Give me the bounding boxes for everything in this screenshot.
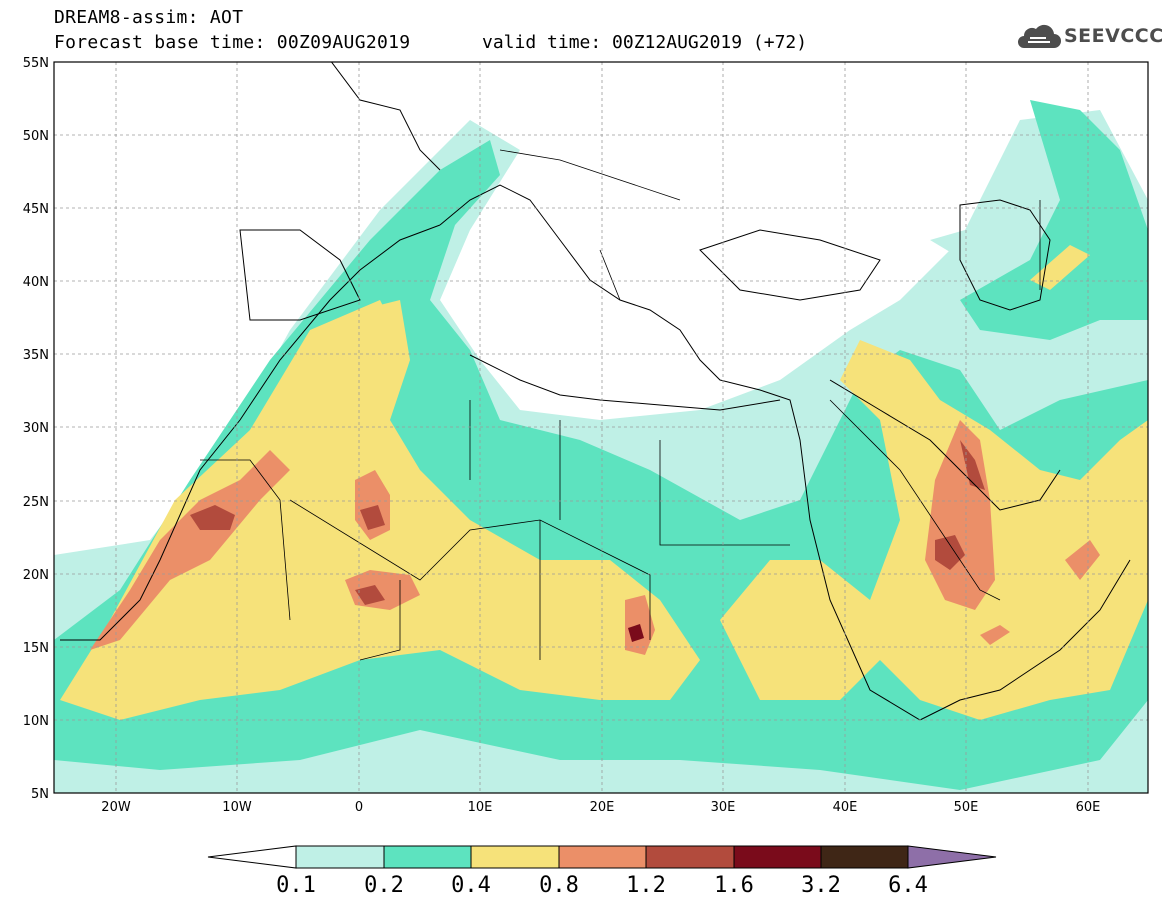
aot-band-0.8-yemen (980, 625, 1010, 645)
coastlines (60, 62, 1131, 721)
logo-text: SEEVCCC (1064, 25, 1164, 47)
colorbar-label: 1.6 (714, 873, 754, 898)
colorbar-label: 3.2 (801, 873, 841, 898)
colorbar-swatch (645, 845, 735, 869)
cloud-icon (1018, 24, 1061, 48)
aot-band-1.2-d (935, 535, 965, 570)
lat-ticks: 55N 50N 45N 40N 35N 30N 25N 20N 15N 10N … (23, 56, 49, 802)
lat-tick-label: 10N (23, 714, 49, 729)
colorbar-label: 0.8 (539, 873, 579, 898)
colorbar-swatch (558, 845, 647, 869)
aot-band-0.4-north (250, 300, 400, 430)
lat-tick-label: 45N (23, 202, 49, 217)
map-frame (53, 61, 1149, 794)
map-title: DREAM8-assim: AOT (54, 7, 244, 28)
aot-band-1.6 (628, 624, 644, 642)
colorbar-label: 0.1 (276, 873, 316, 898)
lat-tick-label: 55N (23, 56, 49, 71)
forecast-base-time: Forecast base time: 00Z09AUG2019 (54, 32, 411, 53)
colorbar-swatch (295, 845, 385, 869)
aot-band-0.8-oman (1065, 540, 1100, 580)
lat-tick-label: 35N (23, 348, 49, 363)
aot-band-1.2-a (190, 505, 235, 530)
lat-tick-label: 50N (23, 129, 49, 144)
colorbar-label: 0.4 (451, 873, 491, 898)
colorbar-swatch (733, 845, 822, 869)
aot-band-1.2-c (355, 585, 385, 605)
borders (200, 149, 1041, 661)
colorbar-label: 0.2 (364, 873, 404, 898)
lat-tick-label: 15N (23, 641, 49, 656)
lon-tick-label: 10E (468, 800, 493, 815)
lon-tick-label: 60E (1076, 800, 1101, 815)
lon-tick-label: 20W (101, 800, 131, 815)
seevccc-logo: SEEVCCC (1016, 22, 1163, 56)
aot-band-0.4-caspian (1030, 245, 1090, 290)
colorbar-swatch (820, 845, 909, 869)
lat-tick-label: 5N (31, 787, 49, 802)
aot-band-0.2-caspian (960, 100, 1148, 340)
lon-tick-label: 50E (954, 800, 979, 815)
lat-tick-label: 20N (23, 568, 49, 583)
colorbar-swatch (470, 845, 560, 869)
colorbar-under-arrow (207, 845, 297, 869)
colorbar-over-arrow (907, 845, 997, 869)
lon-tick-label: 30E (711, 800, 736, 815)
lon-ticks: 20W 10W 0 10E 20E 30E 40E 50E 60E (101, 800, 1100, 815)
colorbar-label: 6.4 (888, 873, 928, 898)
lon-tick-label: 40E (833, 800, 858, 815)
lat-tick-label: 25N (23, 495, 49, 510)
colorbar-swatch (383, 845, 472, 869)
lat-tick-label: 30N (23, 421, 49, 436)
valid-time: valid time: 00Z12AUG2019 (+72) (482, 32, 808, 53)
lon-tick-label: 0 (355, 800, 363, 815)
lon-tick-label: 20E (590, 800, 615, 815)
colorbar-label: 1.2 (626, 873, 666, 898)
lat-tick-label: 40N (23, 275, 49, 290)
aot-band-1.2-b (360, 505, 385, 530)
lon-tick-label: 10W (222, 800, 252, 815)
gridlines (54, 62, 1148, 793)
aot-field (54, 62, 1148, 793)
